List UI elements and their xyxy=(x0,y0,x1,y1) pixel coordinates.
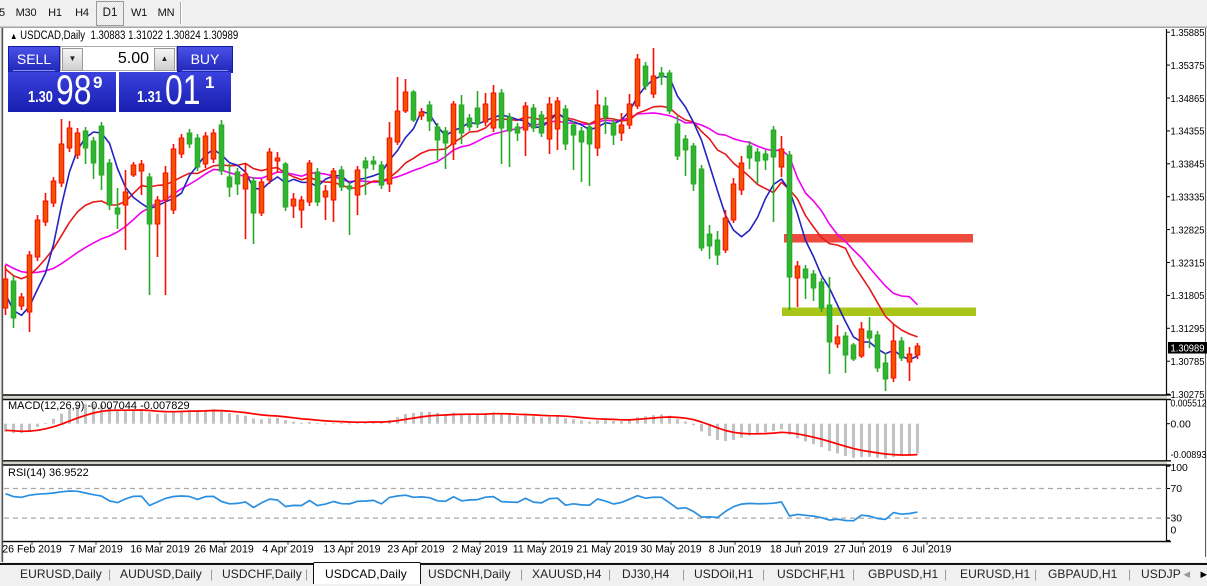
svg-text:7 Mar 2019: 7 Mar 2019 xyxy=(69,544,123,556)
svg-text:1.35375: 1.35375 xyxy=(1171,61,1205,72)
svg-text:1.33845: 1.33845 xyxy=(1171,160,1205,171)
svg-text:6 Jul 2019: 6 Jul 2019 xyxy=(903,544,952,556)
svg-text:1.32825: 1.32825 xyxy=(1171,225,1205,236)
svg-text:1.35885: 1.35885 xyxy=(1171,28,1205,39)
svg-text:4 Apr 2019: 4 Apr 2019 xyxy=(262,544,313,556)
svg-text:8 Jun 2019: 8 Jun 2019 xyxy=(709,544,762,556)
svg-text:1.33335: 1.33335 xyxy=(1171,193,1205,204)
svg-text:21 May 2019: 21 May 2019 xyxy=(576,544,637,556)
svg-text:23 Apr 2019: 23 Apr 2019 xyxy=(387,544,444,556)
svg-text:RSI(14) 36.9522: RSI(14) 36.9522 xyxy=(8,467,89,479)
svg-text:0.00: 0.00 xyxy=(1171,420,1191,431)
svg-text:100: 100 xyxy=(1171,463,1189,474)
svg-text:1.31805: 1.31805 xyxy=(1171,291,1205,302)
svg-text:30 May 2019: 30 May 2019 xyxy=(640,544,701,556)
svg-text:30: 30 xyxy=(1171,514,1183,525)
svg-text:13 Apr 2019: 13 Apr 2019 xyxy=(323,544,380,556)
svg-text:1.34865: 1.34865 xyxy=(1171,94,1205,105)
svg-text:2 May 2019: 2 May 2019 xyxy=(452,544,507,556)
svg-text:1.34355: 1.34355 xyxy=(1171,127,1205,138)
svg-text:MACD(12,26,9) -0.007044 -0.007: MACD(12,26,9) -0.007044 -0.007829 xyxy=(8,400,190,412)
svg-text:27 Jun 2019: 27 Jun 2019 xyxy=(834,544,892,556)
svg-text:70: 70 xyxy=(1171,484,1183,495)
svg-text:1.31295: 1.31295 xyxy=(1171,324,1205,335)
svg-text:16 Mar 2019: 16 Mar 2019 xyxy=(130,544,190,556)
svg-text:0: 0 xyxy=(1171,526,1177,537)
svg-text:1.32315: 1.32315 xyxy=(1171,258,1205,269)
svg-text:1.30785: 1.30785 xyxy=(1171,357,1205,368)
svg-text:1.30989: 1.30989 xyxy=(1171,343,1205,354)
svg-text:1.30275: 1.30275 xyxy=(1171,390,1205,401)
svg-text:26 Mar 2019: 26 Mar 2019 xyxy=(194,544,254,556)
svg-text:-0.00893: -0.00893 xyxy=(1171,450,1207,461)
svg-text:0.005512: 0.005512 xyxy=(1171,399,1207,410)
svg-text:18 Jun 2019: 18 Jun 2019 xyxy=(770,544,828,556)
svg-text:11 May 2019: 11 May 2019 xyxy=(513,544,574,556)
svg-text:26 Feb 2019: 26 Feb 2019 xyxy=(2,544,62,556)
